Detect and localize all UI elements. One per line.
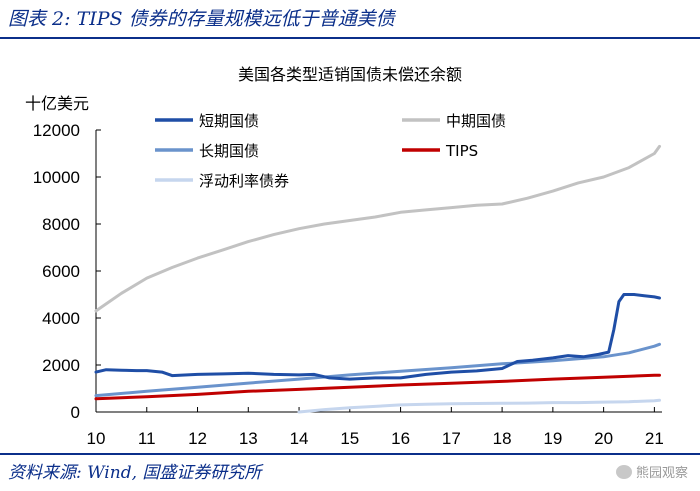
legend-label-tips: TIPS	[445, 142, 478, 160]
legend-label-frn: 浮动利率债券	[199, 172, 289, 190]
x-tick-label: 10	[87, 429, 106, 448]
y-tick-label: 10000	[33, 168, 80, 187]
y-tick-label: 8000	[42, 215, 80, 234]
y-tick-label: 2000	[42, 356, 80, 375]
y-axis-label: 十亿美元	[25, 94, 89, 113]
x-tick-label: 12	[188, 429, 207, 448]
watermark-text: 熊园观察	[635, 466, 688, 481]
top-rule	[0, 37, 700, 39]
series-line-frn	[297, 398, 661, 414]
x-tick-label: 16	[391, 429, 410, 448]
y-tick-label: 12000	[33, 121, 80, 140]
series-layer	[94, 144, 661, 414]
x-tick-label: 19	[543, 429, 562, 448]
series-line-long	[94, 342, 661, 398]
x-tick-label: 18	[493, 429, 512, 448]
axes: 0 2000 4000 6000 8000 10000 12000 10 11 12 13 14 15 1…	[33, 121, 664, 448]
x-tick-label: 20	[594, 429, 613, 448]
figure-title: 图表 2: TIPS 债券的存量规模远低于普通美债	[8, 8, 395, 30]
x-tick-label: 21	[645, 429, 664, 448]
x-tick-label: 17	[442, 429, 461, 448]
y-tick-label: 6000	[42, 262, 80, 281]
x-tick-label: 15	[340, 429, 359, 448]
watermark: 熊园观察	[615, 462, 688, 481]
x-tick-label: 11	[138, 429, 156, 448]
y-tick-label: 4000	[42, 309, 80, 328]
line-chart: 美国各类型适销国债未偿还余额 十亿美元 0 2000 4000 6000 8000 100…	[25, 65, 664, 448]
chart-title: 美国各类型适销国债未偿还余额	[238, 65, 462, 84]
legend-label-short: 短期国债	[199, 112, 259, 130]
legend-label-long: 长期国债	[199, 142, 259, 160]
series-line-medium	[94, 144, 661, 313]
wechat-icon	[615, 464, 632, 479]
bottom-rule	[0, 453, 700, 455]
series-line-tips	[94, 373, 661, 401]
source-note: 资料来源: Wind, 国盛证券研究所	[8, 463, 262, 483]
y-tick-label: 0	[71, 403, 80, 422]
x-tick-label: 13	[239, 429, 258, 448]
legend-label-medium: 中期国债	[446, 112, 506, 130]
series-line-short	[94, 293, 661, 381]
x-tick-label: 14	[290, 429, 309, 448]
